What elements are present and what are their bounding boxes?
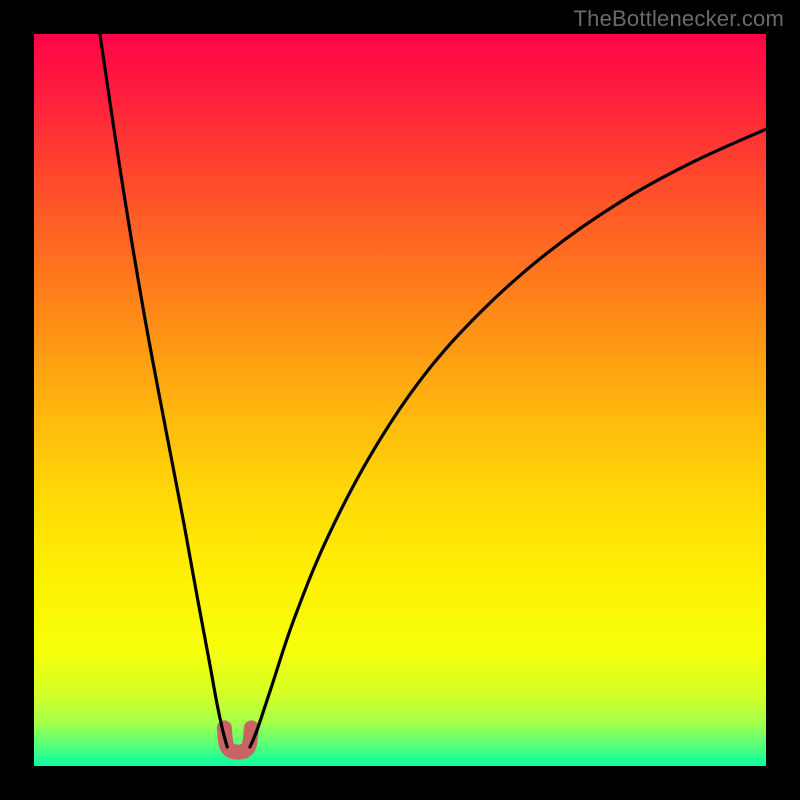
curve-left: [100, 34, 227, 747]
plot-area: [34, 34, 766, 766]
watermark-text: TheBottlenecker.com: [574, 6, 784, 32]
chart-stage: TheBottlenecker.com: [0, 0, 800, 800]
curve-right: [250, 129, 766, 747]
curves-layer: [34, 34, 766, 766]
bottom-u-marker: [224, 728, 251, 752]
